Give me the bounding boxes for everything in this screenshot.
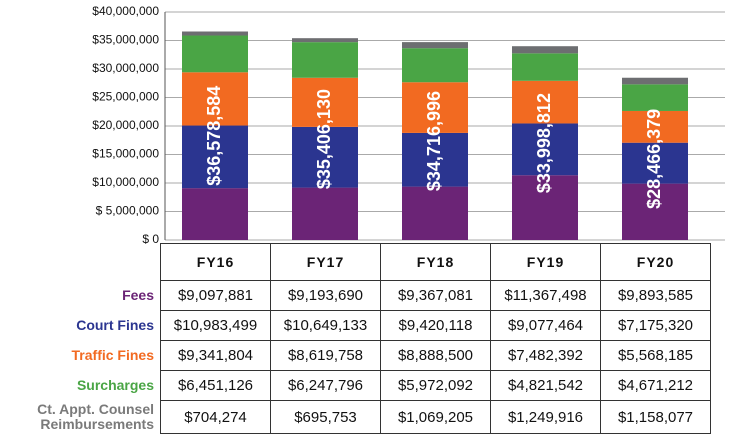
total-label: $35,406,130: [314, 89, 334, 189]
bar-segment: [292, 187, 358, 240]
column-header: FY17: [270, 243, 381, 281]
table-cell: $4,821,542: [490, 370, 601, 401]
bar-segment: [292, 42, 358, 78]
bar-segment: [622, 84, 688, 111]
bar-segment: [402, 186, 468, 240]
bar-segment: [622, 142, 688, 184]
table-cell: $7,482,392: [490, 340, 601, 371]
bar-segment: [402, 82, 468, 133]
bar-segment: [402, 132, 468, 187]
total-label: $28,466,379: [644, 109, 664, 209]
table-cell: $704,274: [160, 400, 271, 434]
table-cell: $6,451,126: [160, 370, 271, 401]
y-tick-label: $ 0: [142, 232, 159, 245]
table-cell: $9,097,881: [160, 280, 271, 311]
column-header: FY19: [490, 243, 601, 281]
table-cell: $7,175,320: [600, 310, 711, 341]
bar-segment: [292, 38, 358, 43]
y-tick-label: $15,000,000: [92, 147, 159, 161]
table-cell: $9,893,585: [600, 280, 711, 311]
y-tick-label: $25,000,000: [92, 90, 159, 104]
y-tick-label: $35,000,000: [92, 33, 159, 47]
legend-label: Fees: [122, 287, 154, 303]
table-cell: $5,972,092: [380, 370, 491, 401]
y-tick-label: $10,000,000: [92, 175, 159, 189]
y-tick-label: $40,000,000: [92, 4, 159, 18]
column-header: FY20: [600, 243, 711, 281]
table-cell: $1,249,916: [490, 400, 601, 434]
table-cell: $4,671,212: [600, 370, 711, 401]
column-header: FY18: [380, 243, 491, 281]
table-cell: $10,649,133: [270, 310, 381, 341]
table-cell: $11,367,498: [490, 280, 601, 311]
bar-segment: [182, 35, 248, 73]
legend-label: Ct. Appt. Counsel Reimbursements: [37, 401, 154, 432]
bar-segment: [512, 53, 578, 81]
table-cell: $6,247,796: [270, 370, 381, 401]
bar-segment: [622, 183, 688, 240]
table-cell: $5,568,185: [600, 340, 711, 371]
bar-segment: [182, 125, 248, 189]
bar-segment: [182, 31, 248, 36]
legend-label: Court Fines: [76, 317, 154, 333]
bar-segment: [292, 77, 358, 127]
table-cell: $9,077,464: [490, 310, 601, 341]
bar-segment: [182, 188, 248, 240]
table-cell: $9,341,804: [160, 340, 271, 371]
table-cell: $1,069,205: [380, 400, 491, 434]
table-cell: $9,193,690: [270, 280, 381, 311]
table-cell: $1,158,077: [600, 400, 711, 434]
bar-segment: [622, 110, 688, 143]
y-tick-label: $30,000,000: [92, 61, 159, 75]
chart: $ 0 $ 5,000,000 $10,000,000 $15,000,000 $20,…: [92, 4, 725, 245]
table-cell: $9,367,081: [380, 280, 491, 311]
table-cell: $9,420,118: [380, 310, 491, 341]
bar-segment: [622, 77, 688, 85]
bar-segment: [512, 80, 578, 124]
bar-segment: [182, 72, 248, 126]
total-label: $34,716,996: [424, 91, 444, 191]
y-tick-label: $20,000,000: [92, 118, 159, 132]
legend-label: Traffic Fines: [71, 347, 154, 363]
bar-segment: [292, 126, 358, 188]
total-label: $33,998,812: [534, 93, 554, 193]
table-cell: $695,753: [270, 400, 381, 434]
bar-segment: [402, 48, 468, 83]
column-header: FY16: [160, 243, 271, 281]
total-label: $36,578,584: [204, 86, 224, 186]
bar-segment: [402, 42, 468, 49]
bar-segment: [512, 46, 578, 54]
bar-segment: [512, 123, 578, 176]
bar-segment: [512, 175, 578, 240]
table-cell: $8,619,758: [270, 340, 381, 371]
table-cell: $8,888,500: [380, 340, 491, 371]
legend-label: Surcharges: [76, 377, 154, 393]
y-tick-label: $ 5,000,000: [96, 204, 160, 218]
table-cell: $10,983,499: [160, 310, 271, 341]
